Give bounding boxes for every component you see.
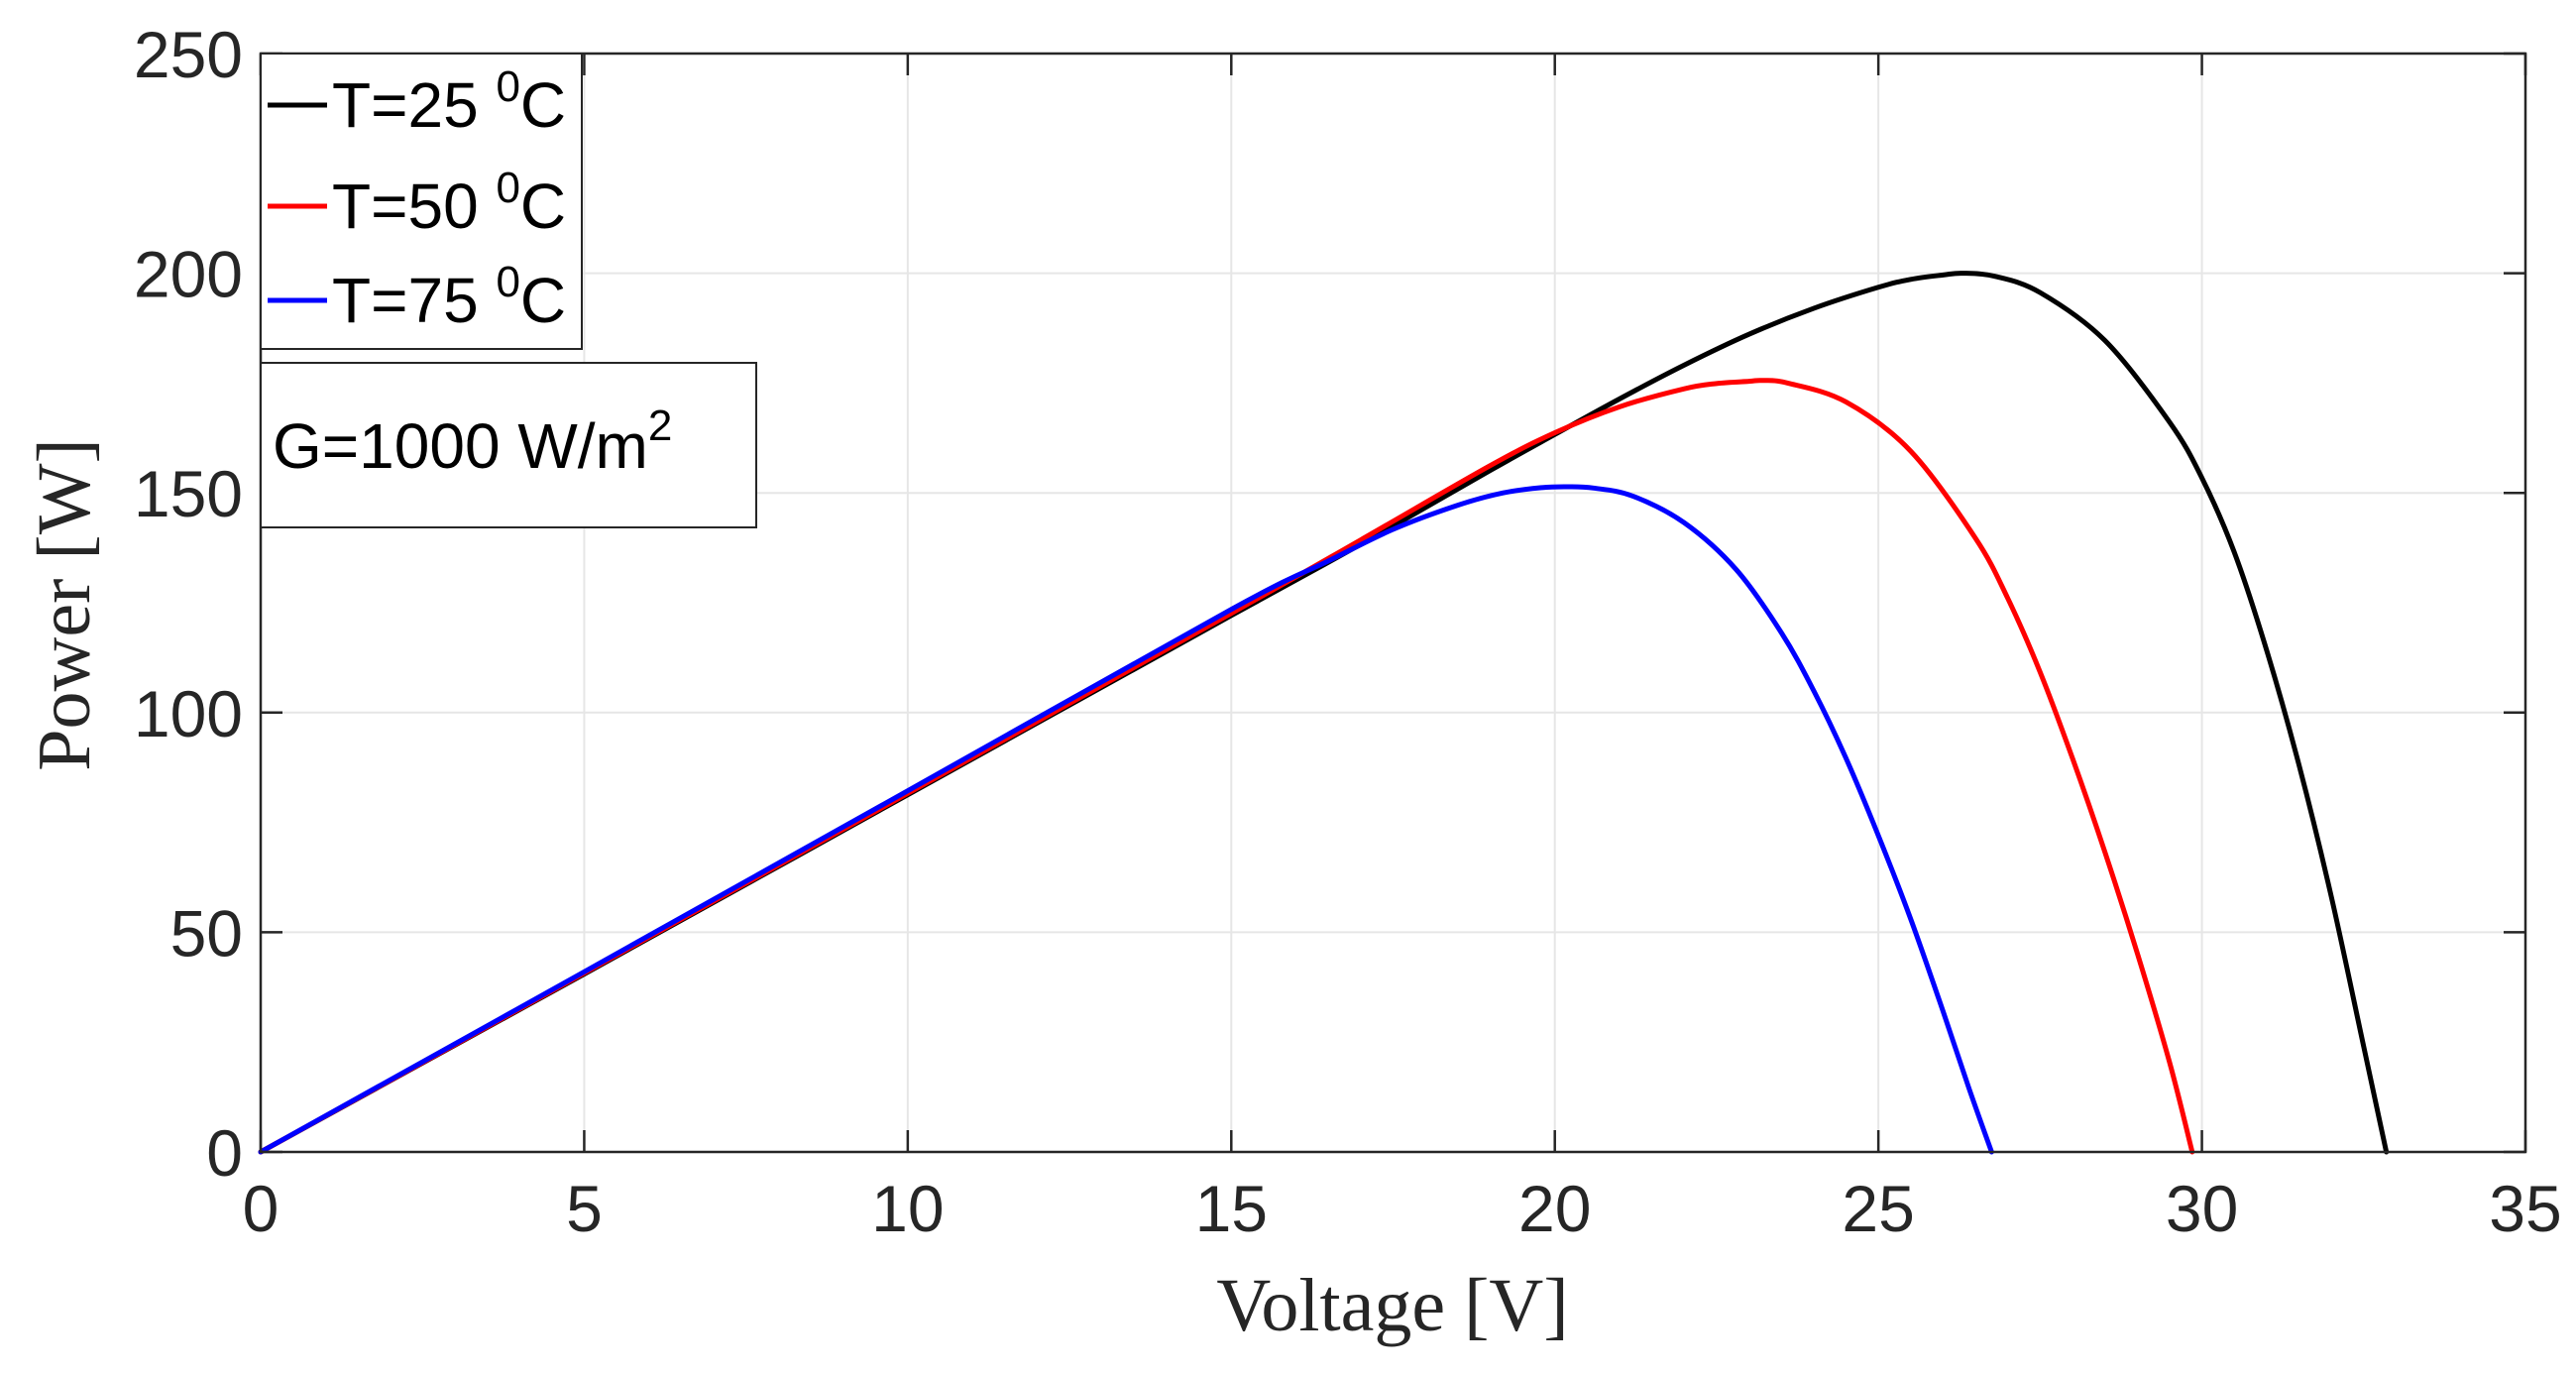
legend-item-t75: T=75 0C — [268, 258, 566, 336]
series-curves — [258, 271, 2390, 1155]
x-tick-label: 30 — [2166, 1172, 2238, 1245]
annotation-box — [260, 362, 757, 528]
x-axis-title: Voltage [V] — [1216, 1264, 1568, 1347]
x-tick-label: 20 — [1518, 1172, 1591, 1245]
x-tick-label: 10 — [871, 1172, 944, 1245]
series-line-t75 — [258, 484, 1994, 1155]
tick-labels: 0 5 10 15 20 25 30 35 0 50 100 150 200 250 — [134, 18, 2562, 1245]
series-line-t50 — [258, 378, 2195, 1155]
x-tick-label: 15 — [1195, 1172, 1268, 1245]
x-tick-label: 0 — [243, 1172, 280, 1245]
y-tick-label: 100 — [134, 677, 243, 750]
x-tick-label: 25 — [1842, 1172, 1914, 1245]
annotation-text: G=1000 W/m2 — [273, 401, 672, 482]
y-tick-label: 150 — [134, 457, 243, 530]
y-tick-label: 200 — [134, 238, 243, 311]
y-axis-title: Power [W] — [23, 438, 106, 771]
x-tick-label: 5 — [566, 1172, 603, 1245]
y-tick-label: 50 — [170, 896, 243, 970]
legend-label-t50: T=50 0C — [332, 164, 566, 242]
legend: T=25 0C T=50 0C T=75 0C — [260, 53, 583, 350]
legend-item-t25: T=25 0C — [268, 62, 566, 141]
legend-label-t75: T=75 0C — [332, 258, 566, 336]
irradiance-annotation: G=1000 W/m2 — [260, 362, 757, 528]
legend-item-t50: T=50 0C — [268, 164, 566, 242]
legend-label-t25: T=25 0C — [332, 62, 566, 141]
x-tick-label: 35 — [2489, 1172, 2561, 1245]
y-tick-label: 250 — [134, 18, 243, 91]
y-tick-label: 0 — [206, 1116, 243, 1190]
plot-area-frame — [259, 52, 2527, 1154]
